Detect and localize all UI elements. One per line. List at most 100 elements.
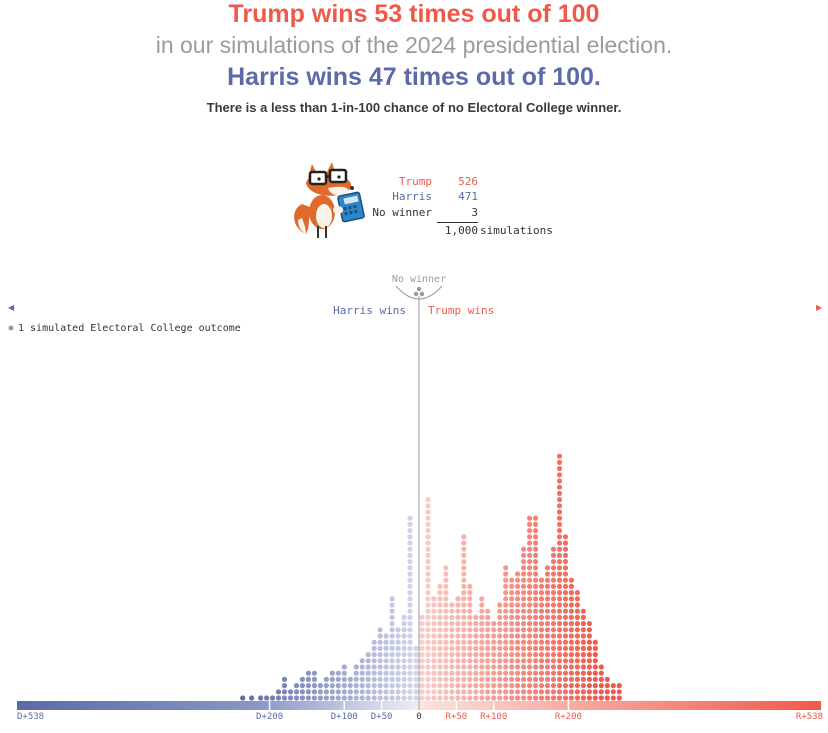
outcome-dot [401,676,407,683]
outcome-dot [568,658,575,664]
outcome-dot [455,658,461,664]
outcome-dot [389,602,395,608]
outcome-dot [311,670,317,676]
outcome-dot [437,608,443,614]
outcome-dot [544,621,551,627]
outcome-dot [509,602,515,608]
outcome-dot [556,509,563,515]
outcome-dot [431,614,437,621]
outcome-dot [383,658,389,664]
outcome-dot [461,546,467,552]
outcome-dot [341,689,347,695]
outcome-dot [407,528,413,534]
tick-label: R+100 [480,712,507,722]
outcome-dot [461,652,467,658]
fox-with-glasses-and-calculator-icon [294,162,365,238]
outcome-dot [329,676,335,683]
outcome-dot [568,670,575,676]
outcome-dot [467,596,473,602]
outcome-dot [556,528,563,534]
outcome-dot [550,633,557,639]
outcome-dot [521,639,527,645]
outcome-dot [425,559,431,565]
outcome-dot [371,689,377,695]
outcome-dot [544,658,551,664]
outcome-dot [556,565,563,571]
outcome-dot [365,695,371,701]
outcome-dot [389,608,395,614]
outcome-dot [395,689,401,695]
outcome-dot [515,658,521,664]
outcome-dot [461,577,467,583]
outcome-dot [341,664,347,670]
outcome-dot [521,627,527,633]
outcome-dot [449,658,455,664]
outcome-dot [281,689,288,695]
outcome-dot [479,658,485,664]
outcome-dot [461,559,467,565]
outcome-dot [509,596,515,602]
outcome-dot [503,621,509,627]
outcome-dot [497,633,503,639]
outcome-dot [335,676,341,683]
outcome-dot [401,658,407,664]
outcome-dot [550,652,557,658]
outcome-dot [407,521,413,528]
outcome-dot [425,639,431,645]
outcome-dot [479,689,485,695]
outcome-dot [311,676,317,683]
outcome-dot [401,652,407,658]
outcome-dot [544,590,551,596]
outcome-dot [425,528,431,534]
outcome-dot [479,627,485,633]
outcome-dot [556,664,563,670]
outcome-dot [574,645,581,652]
outcome-dot [419,658,425,664]
outcome-dot [341,676,347,683]
outcome-dot [467,676,473,683]
outcome-dot [533,540,539,546]
outcome-dot [359,683,365,689]
tick-label: D+200 [256,712,283,722]
outcome-dot [538,676,545,683]
outcome-dot [455,645,461,652]
outcome-dot [592,683,598,689]
outcome-dot [568,645,575,652]
outcome-dot [347,676,353,683]
outcome-dot [562,552,569,559]
outcome-dot [568,621,575,627]
outcome-dot [467,689,473,695]
outcome-dot [443,602,449,608]
outcome-dot [544,645,551,652]
outcome-dot [533,546,539,552]
legend-label: 1 simulated Electoral College outcome [18,323,241,334]
outcome-dot [556,602,563,608]
outcome-dot [413,670,419,676]
outcome-dot [550,664,557,670]
outcome-dot [449,645,455,652]
outcome-dot [568,676,575,683]
outcome-dot [383,676,389,683]
outcome-dot [395,658,401,664]
outcome-dot [467,583,473,590]
outcome-dot [437,676,443,683]
outcome-dot [383,639,389,645]
outcome-dot [550,676,557,683]
outcome-dot [389,664,395,670]
outcome-dot [479,639,485,645]
outcome-dot [491,689,497,695]
outcome-dot [527,571,533,577]
outcome-dot [533,658,539,664]
outcome-dot [329,689,335,695]
outcome-dot [497,627,503,633]
outcome-dot [527,695,533,701]
outcome-dot [407,627,413,633]
outcome-dot [598,683,604,689]
no-winner-dots [413,286,425,297]
outcome-dot [503,652,509,658]
outcome-dot [544,602,551,608]
outcome-dot [323,676,329,683]
outcome-dot [521,608,527,614]
outcome-dot [371,664,377,670]
outcome-dot [562,633,569,639]
